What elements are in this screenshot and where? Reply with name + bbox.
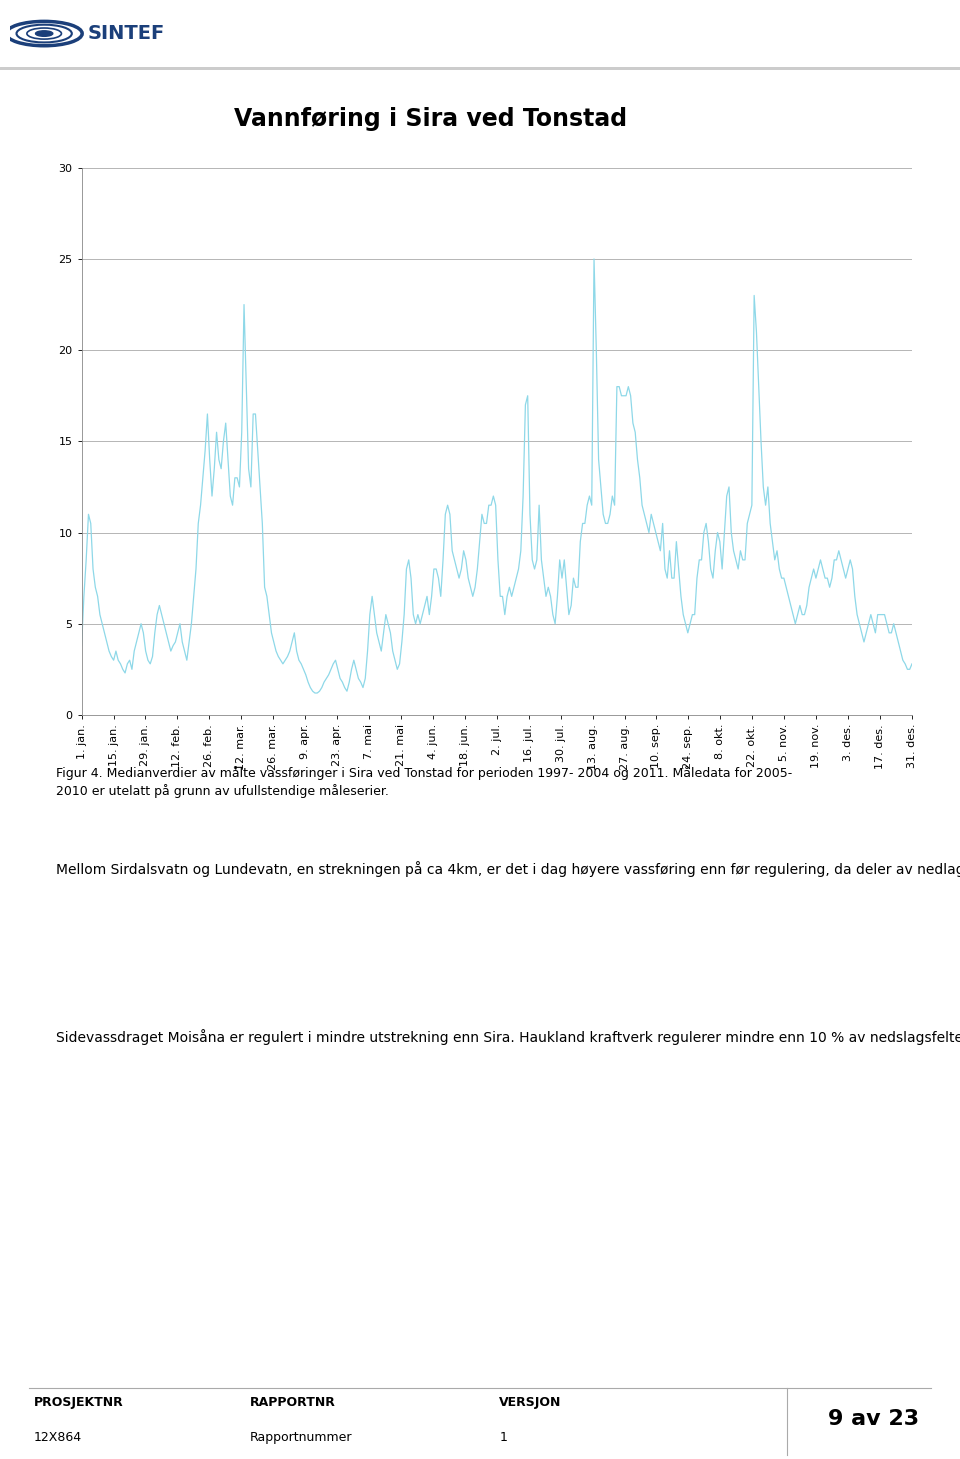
Text: 1: 1 bbox=[499, 1431, 507, 1444]
Text: 9 av 23: 9 av 23 bbox=[828, 1409, 919, 1428]
Text: Figur 4. Medianverdier av målte vassføringer i Sira ved Tonstad for perioden 199: Figur 4. Medianverdier av målte vassføri… bbox=[56, 766, 792, 798]
Text: SINTEF: SINTEF bbox=[87, 23, 164, 44]
Title: Vannføring i Sira ved Tonstad: Vannføring i Sira ved Tonstad bbox=[234, 107, 627, 131]
Text: Sidevassdraget Moisåna er regulert i mindre utstrekning enn Sira. Haukland kraft: Sidevassdraget Moisåna er regulert i min… bbox=[56, 1029, 960, 1045]
Text: RAPPORTNR: RAPPORTNR bbox=[250, 1396, 335, 1409]
Text: Mellom Sirdalsvatn og Lundevatn, en strekningen på ca 4km, er det i dag høyere v: Mellom Sirdalsvatn og Lundevatn, en stre… bbox=[56, 861, 960, 877]
Text: Rapportnummer: Rapportnummer bbox=[250, 1431, 352, 1444]
Circle shape bbox=[36, 31, 53, 36]
Text: VERSJON: VERSJON bbox=[499, 1396, 562, 1409]
Text: 12X864: 12X864 bbox=[34, 1431, 82, 1444]
Text: PROSJEKTNR: PROSJEKTNR bbox=[34, 1396, 123, 1409]
